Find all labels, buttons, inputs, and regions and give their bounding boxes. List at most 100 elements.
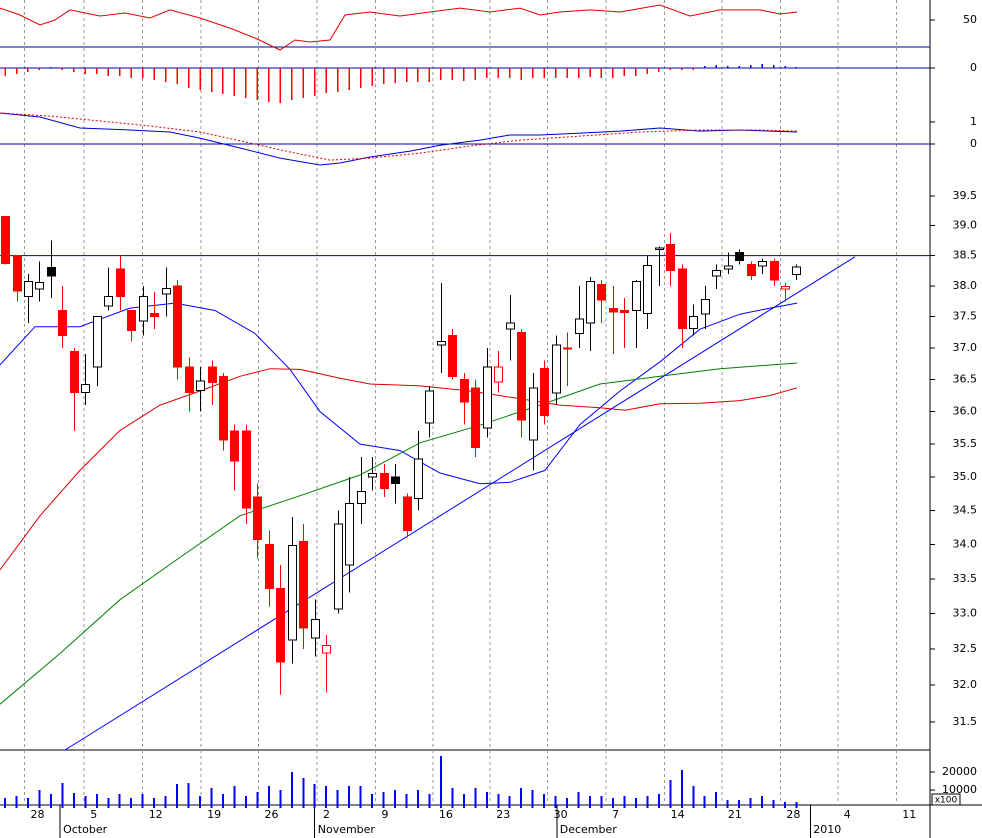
y-tick-label: 34.5	[953, 503, 978, 516]
x-tick-label: 7	[612, 808, 619, 821]
candle-body	[13, 255, 22, 292]
candle-body	[724, 265, 733, 270]
candle-body	[299, 541, 308, 629]
candle-body	[242, 430, 251, 509]
y-tick-label: 50	[963, 13, 977, 26]
x-tick-label: 21	[728, 808, 742, 821]
candle-body	[357, 491, 366, 505]
candle-body	[517, 331, 526, 421]
y-tick-label: 36.5	[953, 373, 978, 386]
candle-body	[380, 473, 389, 489]
y-tick-label: 0	[970, 61, 977, 74]
y-tick-label: 38.5	[953, 249, 978, 262]
candle-body	[735, 252, 744, 261]
indicator-line	[0, 4, 798, 51]
overlay-line	[0, 302, 798, 485]
candle-body	[425, 390, 434, 424]
candle-body	[127, 310, 136, 331]
unit-box	[931, 793, 961, 806]
candle-body	[448, 334, 457, 377]
month-label: December	[560, 823, 618, 836]
candle-body	[93, 316, 102, 368]
candle-body	[471, 387, 480, 448]
x-tick-label: 26	[265, 808, 279, 821]
candle-body	[701, 298, 710, 315]
x-tick-label: 28	[31, 808, 45, 821]
x-tick-label: 23	[496, 808, 510, 821]
x-tick-label: 4	[844, 808, 851, 821]
candle-body	[403, 496, 412, 532]
candle-body	[368, 473, 377, 478]
candle-body	[311, 618, 320, 639]
candle-body	[506, 322, 515, 330]
candle-body	[758, 261, 767, 267]
month-label: November	[318, 823, 376, 836]
candle-body	[437, 341, 446, 346]
y-tick-label: 33.5	[953, 572, 978, 585]
candle-body	[792, 266, 801, 275]
candle-body	[345, 503, 354, 566]
candle-body	[563, 347, 572, 350]
candle-body	[529, 387, 538, 441]
x-tick-label: 14	[671, 808, 685, 821]
candle-body	[1, 216, 10, 264]
candle-body	[632, 281, 641, 312]
candle-body	[609, 308, 618, 313]
candle-body	[494, 366, 503, 383]
candle-body	[678, 268, 687, 330]
x-tick-label: 30	[554, 808, 568, 821]
y-tick-label: 10000	[942, 783, 977, 796]
candle-body	[58, 310, 67, 336]
x-tick-label: 9	[382, 808, 389, 821]
candle-body	[620, 310, 629, 313]
x-tick-label: 11	[902, 808, 916, 821]
candle-body	[689, 316, 698, 330]
candle-body	[47, 267, 56, 277]
candle-body	[265, 543, 274, 590]
candle-body	[575, 318, 584, 335]
indicator-line	[0, 112, 798, 166]
y-tick-label: 36.0	[953, 405, 978, 418]
y-tick-label: 1	[970, 115, 977, 128]
candle-body	[712, 270, 721, 277]
y-tick-label: 32.0	[953, 678, 978, 691]
y-tick-label: 38.0	[953, 279, 978, 292]
candle-body	[104, 295, 113, 307]
x-tick-label: 19	[207, 808, 221, 821]
indicator-line	[0, 112, 798, 161]
candle-body	[253, 496, 262, 541]
overlay-line	[64, 256, 856, 751]
candle-body	[655, 247, 664, 251]
y-tick-label: 37.5	[953, 310, 978, 323]
candle-body	[35, 281, 44, 290]
candle-body	[208, 366, 217, 384]
overlay-line	[0, 368, 798, 571]
candle-body	[162, 287, 171, 295]
y-tick-label: 35.5	[953, 437, 978, 450]
candle-body	[597, 284, 606, 301]
candle-body	[150, 313, 159, 318]
candle-body	[185, 366, 194, 393]
y-tick-label: 35.0	[953, 470, 978, 483]
candle-body	[483, 366, 492, 429]
candle-body	[81, 384, 90, 393]
candle-body	[230, 430, 239, 462]
x-tick-label: 5	[90, 808, 97, 821]
candle-body	[322, 645, 331, 654]
candle-body	[586, 281, 595, 324]
candle-body	[139, 295, 148, 322]
y-tick-label: 33.0	[953, 607, 978, 620]
x-tick-label: 16	[439, 808, 453, 821]
candle-body	[770, 261, 779, 281]
candle-body	[540, 368, 549, 416]
candle-body	[276, 588, 285, 663]
candle-body	[288, 545, 297, 641]
month-label: 2010	[813, 823, 841, 836]
candle-body	[391, 476, 400, 485]
candle-body	[414, 458, 423, 499]
candle-body	[219, 375, 228, 441]
candle-body	[643, 264, 652, 315]
candle-body	[781, 286, 790, 290]
